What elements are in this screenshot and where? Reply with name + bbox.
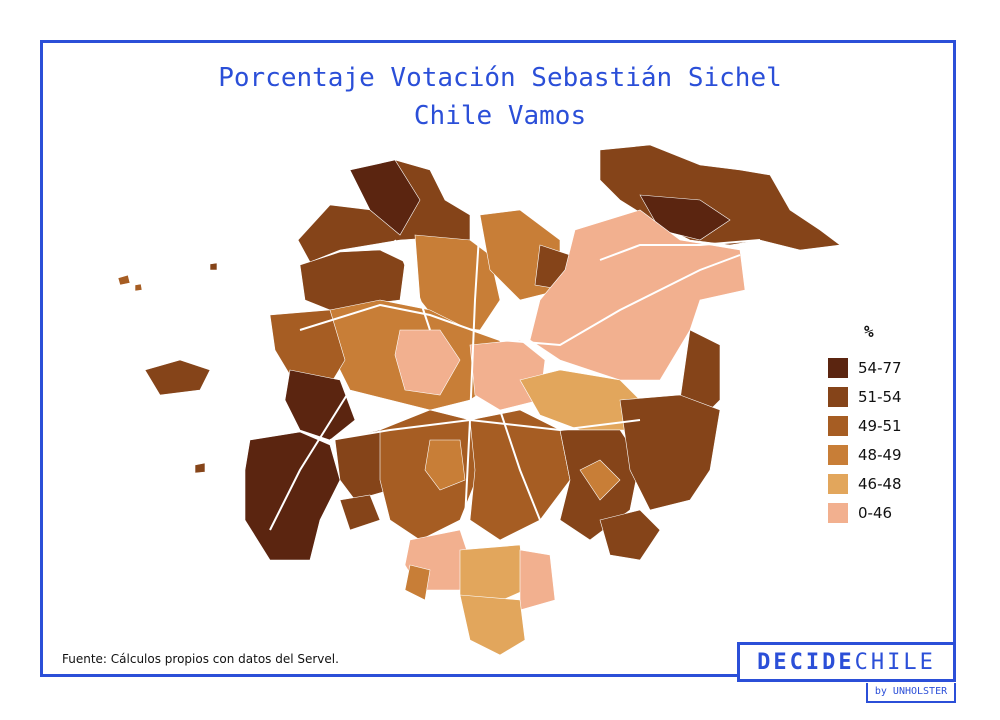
legend-item: 46-48: [828, 469, 902, 498]
map-frame: [40, 40, 956, 677]
road-line: [299, 254, 741, 347]
legend-item: 0-46: [828, 498, 902, 527]
legend-label: 49-51: [858, 416, 902, 435]
logo-light-text: CHILE: [854, 649, 936, 675]
legend-label: 46-48: [858, 474, 902, 493]
map-region: [339, 494, 381, 531]
map-region: [299, 249, 406, 311]
map-region: [404, 564, 431, 601]
map-region: [424, 439, 466, 491]
road-line: [394, 239, 431, 331]
source-note: Fuente: Cálculos propios con datos del S…: [62, 652, 339, 666]
map-region: [394, 329, 461, 396]
road-line: [499, 409, 541, 521]
legend-item: 54-77: [828, 353, 902, 382]
legend-label: 51-54: [858, 387, 902, 406]
map-region: [414, 234, 501, 331]
legend-label: 0-46: [858, 503, 893, 522]
map-region: [194, 462, 206, 474]
map-region: [529, 209, 746, 381]
road-line: [329, 418, 641, 441]
map-title: Porcentaje Votación Sebastián Sichel: [218, 63, 782, 93]
legend-item: 48-49: [828, 440, 902, 469]
legend-swatch: [828, 502, 848, 523]
map-regions: [117, 144, 841, 656]
legend-swatch: [828, 473, 848, 494]
map-subtitle: Chile Vamos: [413, 101, 587, 131]
decidechile-logo: DECIDE CHILE: [737, 642, 956, 682]
map-region: [134, 283, 143, 292]
road-lines: [269, 219, 761, 531]
legend-swatch: [828, 386, 848, 407]
map-region: [144, 359, 211, 396]
road-line: [599, 239, 761, 261]
legend-title: %: [864, 322, 874, 341]
map-region: [117, 274, 131, 286]
legend-swatch: [828, 444, 848, 465]
logo-bold-text: DECIDE: [757, 649, 855, 675]
map-region: [619, 394, 721, 511]
map-region: [519, 549, 556, 611]
map-region: [244, 431, 341, 561]
logo-byline: by UNHOLSTER: [866, 683, 956, 703]
map-region: [349, 159, 421, 236]
legend-label: 54-77: [858, 358, 902, 377]
map-region: [459, 594, 526, 656]
legend: % 54-77 51-54 49-51 48-49 46-48 0-46: [828, 322, 902, 527]
legend-item: 49-51: [828, 411, 902, 440]
map-region: [599, 509, 661, 561]
map-region: [209, 262, 218, 271]
legend-swatch: [828, 415, 848, 436]
legend-swatch: [828, 357, 848, 378]
legend-item: 51-54: [828, 382, 902, 411]
road-line: [269, 389, 351, 531]
map-region: [284, 369, 356, 441]
legend-label: 48-49: [858, 445, 902, 464]
map-region: [579, 459, 621, 501]
road-line: [464, 219, 481, 521]
